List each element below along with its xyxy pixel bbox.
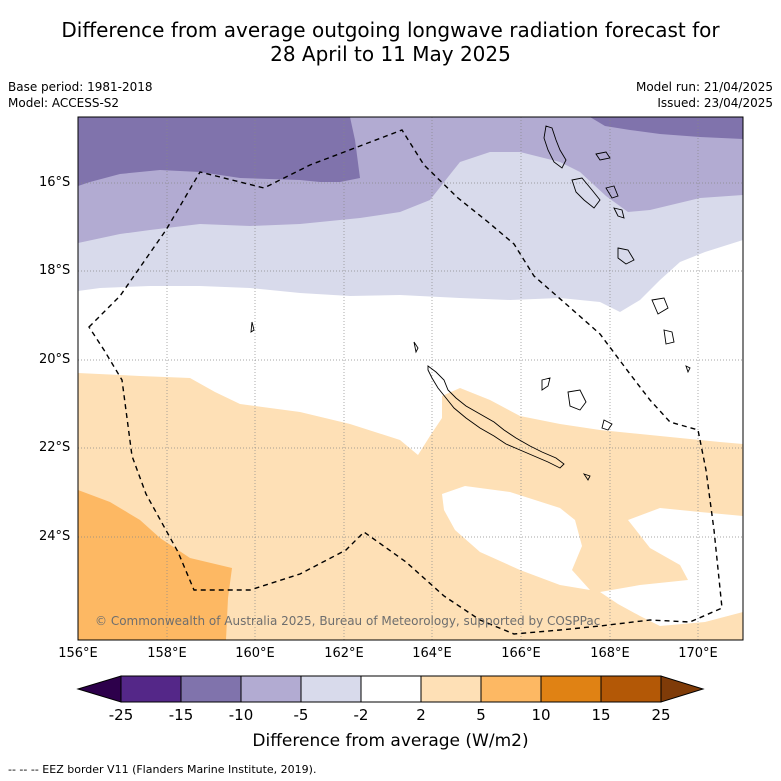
base-period-text: Base period: 1981-2018 <box>8 80 153 94</box>
title-line-2: 28 April to 11 May 2025 <box>270 42 511 66</box>
lat-label-18s: 18°S <box>39 263 71 278</box>
map-title: Difference from average outgoing longwav… <box>0 18 781 66</box>
coastlines <box>250 125 691 481</box>
issued-text: Issued: 23/04/2025 <box>657 96 773 110</box>
loyalty-islands-coastline <box>541 377 613 431</box>
meta-right: Model run: 21/04/2025 Issued: 23/04/2025 <box>636 79 773 111</box>
lat-label-16s: 16°S <box>39 175 71 190</box>
lon-label-166e: 166°E <box>501 646 541 661</box>
map-area <box>78 117 743 640</box>
colorbar <box>76 675 705 703</box>
colorbar-swatch <box>240 675 302 703</box>
olr-band-minus15-minus10-west <box>78 117 360 186</box>
colorbar-swatch <box>300 675 362 703</box>
colorbar-swatch <box>420 675 482 703</box>
colorbar-label: 15 <box>591 706 611 724</box>
model-text: Model: ACCESS-S2 <box>8 96 120 110</box>
map-frame <box>77 116 744 641</box>
neutral-pocket-east <box>600 508 743 626</box>
lat-label-24s: 24°S <box>39 529 71 544</box>
colorbar-label: -15 <box>168 706 194 724</box>
lat-label-20s: 20°S <box>39 352 71 367</box>
colorbar-swatch <box>600 675 662 703</box>
olr-band-minus15-minus10-east <box>590 117 743 139</box>
lon-label-168e: 168°E <box>590 646 630 661</box>
eez-legend-text: -- -- -- EEZ border V11 (Flanders Marine… <box>8 763 317 776</box>
copyright-text: © Commonwealth of Australia 2025, Bureau… <box>95 614 601 628</box>
lon-label-170e: 170°E <box>678 646 718 661</box>
colorbar-swatch <box>480 675 542 703</box>
colorbar-label: -25 <box>108 706 134 724</box>
colorbar-label: 10 <box>531 706 551 724</box>
lon-label-158e: 158°E <box>147 646 187 661</box>
neutral-pocket <box>442 486 590 590</box>
colorbar-swatch <box>180 675 242 703</box>
lon-label-160e: 160°E <box>235 646 275 661</box>
colorbar-swatch <box>120 675 182 703</box>
vanuatu-coastline <box>543 125 691 374</box>
colorbar-label: 5 <box>476 706 486 724</box>
lat-label-22s: 22°S <box>39 440 71 455</box>
colorbar-extend-high <box>660 675 705 703</box>
colorbar-title: Difference from average (W/m2) <box>252 731 529 751</box>
meta-left: Base period: 1981-2018 Model: ACCESS-S2 <box>8 79 153 111</box>
title-line-1: Difference from average outgoing longwav… <box>61 18 720 42</box>
colorbar-label: 25 <box>651 706 671 724</box>
model-run-text: Model run: 21/04/2025 <box>635 80 773 94</box>
colorbar-label: 2 <box>416 706 426 724</box>
olr-band-5-10 <box>78 490 232 640</box>
lon-label-162e: 162°E <box>324 646 364 661</box>
colorbar-label: -10 <box>228 706 254 724</box>
eez-border <box>88 129 723 635</box>
olr-band-2-5 <box>78 373 743 640</box>
colorbar-swatch <box>360 675 422 703</box>
new-caledonia-coastline <box>427 365 565 469</box>
colorbar-label: -5 <box>293 706 309 724</box>
colorbar-label: -2 <box>353 706 369 724</box>
colorbar-extend-low <box>76 675 122 703</box>
colorbar-swatch <box>540 675 602 703</box>
small-islands-coastline <box>250 321 591 481</box>
lon-label-164e: 164°E <box>412 646 452 661</box>
lon-label-156e: 156°E <box>58 646 98 661</box>
